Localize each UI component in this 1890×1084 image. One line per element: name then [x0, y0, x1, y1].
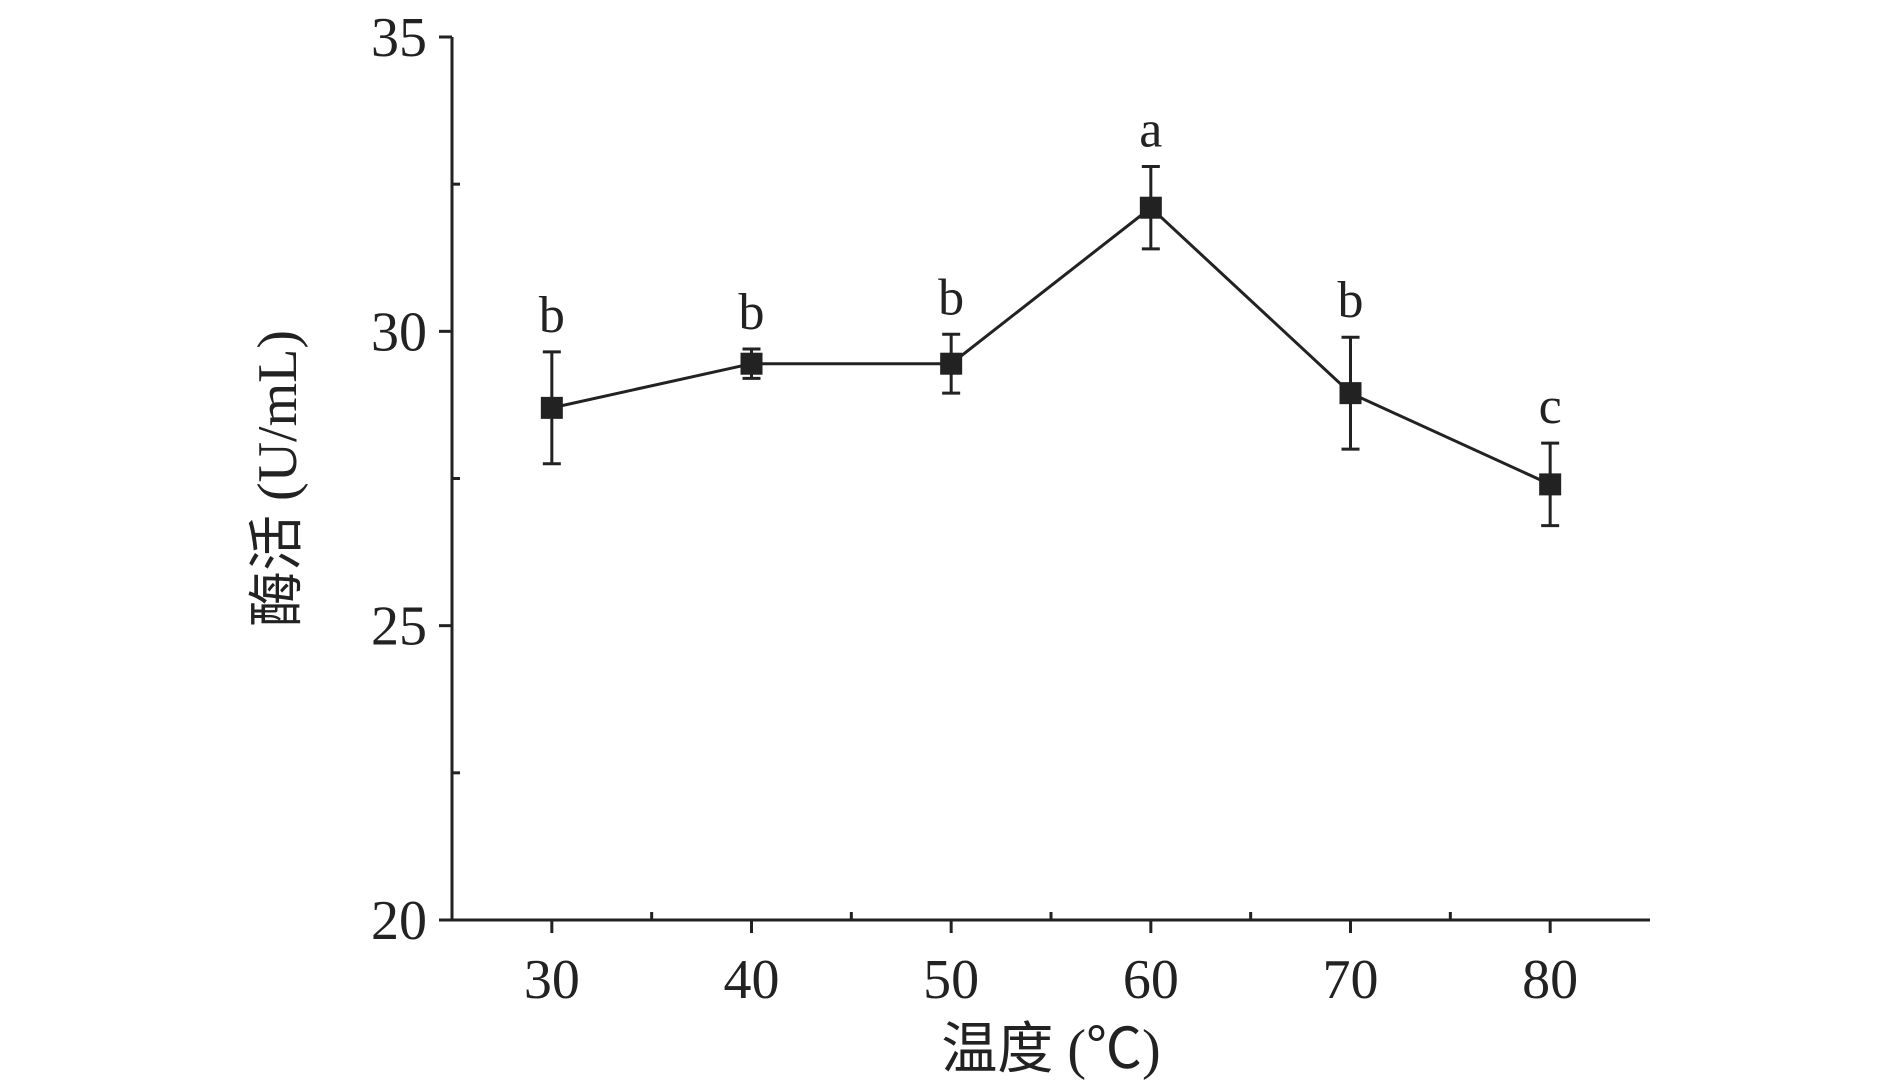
data-point-marker	[1139, 196, 1162, 219]
data-point-marker	[940, 352, 963, 375]
y-tick-label: 30	[371, 301, 427, 363]
significance-label: b	[539, 287, 565, 344]
y-axis-title: 酶活 (U/mL)	[247, 330, 309, 627]
significance-label: b	[739, 284, 765, 341]
y-ticks: 20 25 30 35	[371, 7, 460, 952]
x-tick-label: 70	[1323, 949, 1379, 1011]
significance-label: a	[1139, 102, 1162, 159]
data-point-marker	[540, 396, 563, 419]
x-axis-title: 温度 (℃)	[941, 1019, 1160, 1081]
significance-label: c	[1539, 378, 1562, 435]
axes	[450, 37, 1650, 922]
series-line	[551, 205, 1551, 486]
significance-label: b	[1338, 272, 1364, 329]
x-tick-label: 60	[1123, 949, 1179, 1011]
x-ticks: 30 40 50 60 70 80	[524, 912, 1578, 1011]
data-point-marker	[1339, 382, 1362, 405]
series: b b b a b c	[539, 102, 1562, 528]
x-tick-label: 30	[524, 949, 580, 1011]
y-tick-label: 35	[371, 7, 427, 69]
significance-label: b	[938, 269, 964, 326]
x-tick-label: 40	[724, 949, 780, 1011]
x-tick-label: 50	[923, 949, 979, 1011]
y-tick-label: 25	[371, 596, 427, 658]
data-point-marker	[740, 352, 763, 375]
x-tick-label: 80	[1522, 949, 1578, 1011]
data-point-marker	[1539, 473, 1562, 496]
y-tick-label: 20	[371, 890, 427, 952]
